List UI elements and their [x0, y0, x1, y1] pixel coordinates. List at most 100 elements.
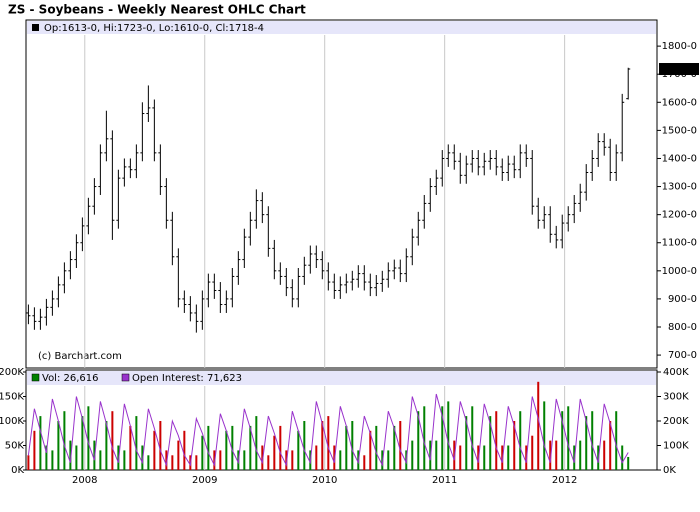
last-price-tag: [659, 63, 699, 76]
volume-bar: [177, 440, 180, 470]
y-tick-label: 100K: [0, 416, 24, 427]
y2-tick-label: 100K: [663, 441, 689, 452]
y-tick-label: 1800-0: [662, 41, 697, 52]
volume-bar: [399, 421, 402, 470]
info-icon: [32, 24, 39, 31]
volume-bar: [339, 450, 342, 470]
x-tick-label: 2012: [552, 475, 577, 486]
volume-bar: [393, 425, 396, 470]
volume-bar: [519, 411, 522, 470]
volume-bar: [363, 455, 366, 470]
x-tick-label: 2010: [312, 475, 337, 486]
legend-swatch: [121, 373, 130, 382]
volume-bar: [33, 430, 36, 470]
volume-bar: [147, 455, 150, 470]
volume-bar: [423, 406, 426, 470]
x-tick-label: 2008: [72, 475, 97, 486]
volume-bar: [99, 450, 102, 470]
volume-bar: [285, 450, 288, 470]
price-panel: [25, 19, 658, 369]
chart-title: ZS - Soybeans - Weekly Nearest OHLC Char…: [8, 3, 306, 17]
volume-bar: [279, 425, 282, 470]
y-tick-label: 1200-0: [662, 210, 697, 221]
volume-bar: [159, 421, 162, 470]
volume-bar: [411, 440, 414, 470]
volume-bar: [387, 450, 390, 470]
y-tick-label: 1000-0: [662, 266, 697, 277]
volume-bar: [369, 430, 372, 470]
open-interest-line: [27, 393, 629, 468]
volume-bar: [513, 421, 516, 470]
volume-bar: [57, 421, 60, 470]
y-tick-label: 800-0: [668, 322, 697, 333]
volume-bar: [489, 416, 492, 470]
volume-bar: [603, 440, 606, 470]
volume-bar: [579, 440, 582, 470]
volume-bar: [243, 450, 246, 470]
volume-bar: [501, 445, 504, 470]
volume-bar: [315, 445, 318, 470]
volume-bar: [417, 411, 420, 470]
volume-bar: [609, 421, 612, 470]
y-tick-label: 0K: [11, 465, 24, 476]
volume-bar: [75, 445, 78, 470]
y-tick-label: 150K: [0, 392, 24, 403]
volume-bar: [111, 411, 114, 470]
volume-bar: [543, 401, 546, 470]
volume-bar: [153, 430, 156, 470]
ohlc-info: Op:1613-0, Hi:1723-0, Lo:1610-0, Cl:1718…: [44, 23, 264, 34]
volume-bar: [483, 445, 486, 470]
volume-bar: [105, 421, 108, 470]
volume-bar: [303, 421, 306, 470]
y2-tick-label: 0K: [663, 465, 676, 476]
volume-bar: [555, 440, 558, 470]
volume-bar: [333, 445, 336, 470]
volume-bar: [471, 406, 474, 470]
volume-bar: [345, 425, 348, 470]
volume-bar: [375, 425, 378, 470]
info-bar: [27, 21, 656, 34]
volume-bar: [261, 445, 264, 470]
y2-tick-label: 300K: [663, 392, 689, 403]
volume-bar: [69, 440, 72, 470]
volume-bar: [327, 416, 330, 470]
y-tick-label: 1300-0: [662, 182, 697, 193]
y-tick-label: 1400-0: [662, 153, 697, 164]
volume-bar: [141, 445, 144, 470]
volume-bar: [165, 450, 168, 470]
volume-bar: [81, 416, 84, 470]
volume-bar: [537, 381, 540, 470]
volume-bar: [447, 401, 450, 470]
volume-bar: [39, 416, 42, 470]
volume-bar: [531, 435, 534, 470]
y-tick-label: 200K: [0, 367, 24, 378]
legend-label: Open Interest: 71,623: [132, 373, 242, 384]
volume-bar: [381, 450, 384, 470]
volume-bar: [567, 406, 570, 470]
volume-bar: [273, 435, 276, 470]
volume-bar: [621, 445, 624, 470]
volume-bar: [225, 430, 228, 470]
volume-bar: [549, 440, 552, 470]
volume-bar: [27, 455, 30, 470]
volume-bar: [135, 416, 138, 470]
volume-bar: [291, 450, 294, 470]
volume-bar: [585, 416, 588, 470]
volume-bar: [249, 425, 252, 470]
volume-bar: [51, 450, 54, 470]
volume-bar: [63, 411, 66, 470]
volume-bar: [351, 421, 354, 470]
volume-bar: [207, 425, 210, 470]
volume-bar: [123, 450, 126, 470]
y-tick-label: 700-0: [668, 350, 697, 361]
volume-bar: [267, 455, 270, 470]
y-tick-label: 50K: [5, 441, 25, 452]
volume-bar: [435, 440, 438, 470]
volume-bar: [195, 455, 198, 470]
last-price-label: 1718-4: [661, 64, 696, 75]
volume-bar: [297, 430, 300, 470]
volume-bar: [45, 445, 48, 470]
volume-bar: [507, 445, 510, 470]
